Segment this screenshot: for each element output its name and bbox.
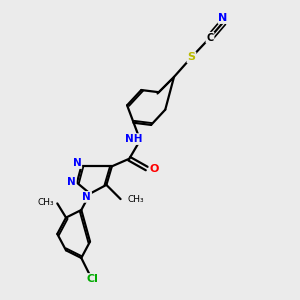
- Text: CH₃: CH₃: [127, 195, 144, 204]
- Text: N: N: [82, 192, 91, 202]
- Text: N: N: [73, 158, 81, 168]
- Text: N: N: [218, 13, 228, 23]
- Text: O: O: [150, 164, 159, 173]
- Text: Cl: Cl: [86, 274, 98, 284]
- Text: CH₃: CH₃: [38, 198, 54, 207]
- Text: S: S: [188, 52, 195, 62]
- Text: N: N: [67, 177, 76, 187]
- Text: C: C: [206, 33, 214, 43]
- Text: NH: NH: [125, 134, 142, 144]
